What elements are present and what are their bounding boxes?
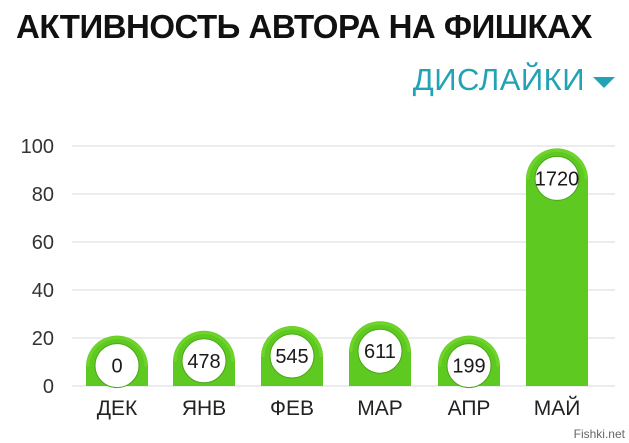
y-tick-label: 60 bbox=[32, 232, 54, 254]
data-label: 1720 bbox=[535, 168, 580, 190]
bar-top-rim bbox=[173, 331, 235, 362]
data-label: 611 bbox=[364, 341, 396, 363]
data-label: 478 bbox=[187, 351, 220, 373]
bar-top-rim bbox=[526, 148, 588, 180]
y-tick-label: 100 bbox=[21, 136, 54, 158]
data-label-bubble bbox=[94, 343, 140, 389]
data-label-bubble bbox=[357, 328, 403, 374]
bar-top-rim bbox=[261, 326, 323, 358]
triangle-down-icon bbox=[593, 76, 615, 88]
data-label-bubble bbox=[534, 155, 580, 201]
watermark: Fishki.net bbox=[573, 427, 625, 441]
data-label: 545 bbox=[275, 346, 308, 368]
bar bbox=[526, 148, 588, 386]
y-tick-label: 0 bbox=[43, 376, 54, 398]
data-label: 199 bbox=[452, 356, 485, 378]
bar-top-rim bbox=[438, 336, 500, 367]
bar-top-rim bbox=[349, 321, 411, 353]
metric-dropdown[interactable]: ДИСЛАЙКИ bbox=[413, 62, 615, 98]
x-tick-label: МАР bbox=[357, 397, 403, 420]
data-label-bubble bbox=[181, 338, 227, 384]
y-tick-label: 40 bbox=[32, 280, 54, 302]
chart-title: АКТИВНОСТЬ АВТОРА НА ФИШКАХ bbox=[16, 8, 592, 45]
data-label-bubble bbox=[446, 343, 492, 389]
data-label-bubble bbox=[269, 333, 315, 379]
bar-top-rim bbox=[86, 336, 148, 367]
data-label: 0 bbox=[111, 356, 122, 378]
dropdown-label: ДИСЛАЙКИ bbox=[412, 62, 585, 97]
x-tick-label: ЯНВ bbox=[182, 397, 226, 420]
y-tick-label: 80 bbox=[32, 184, 54, 206]
x-tick-label: АПР bbox=[448, 397, 491, 420]
x-tick-label: ДЕК bbox=[97, 397, 138, 420]
x-tick-label: ФЕВ bbox=[270, 397, 314, 420]
y-tick-label: 20 bbox=[32, 328, 54, 350]
x-tick-label: МАЙ bbox=[534, 396, 581, 420]
